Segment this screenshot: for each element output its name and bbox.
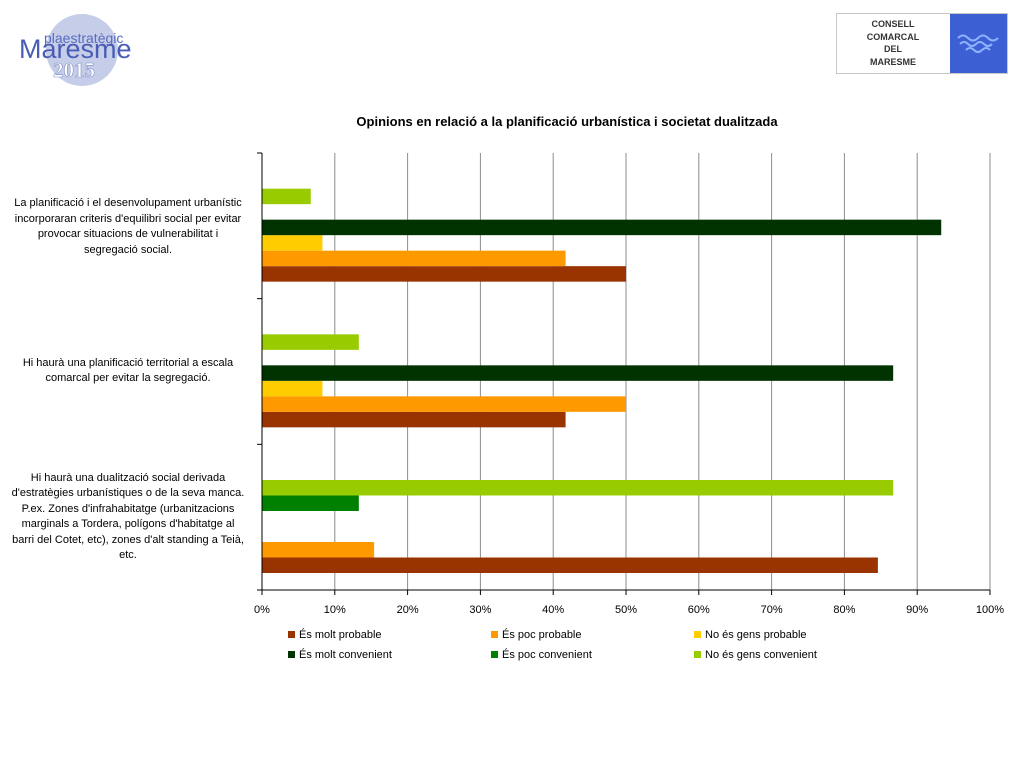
x-tick-label: 40% — [542, 604, 564, 616]
legend-swatch — [288, 631, 295, 638]
category-label: Hi haurà una dualització social derivada… — [2, 471, 254, 564]
bar — [262, 411, 566, 428]
logo-main-text: Maresme — [19, 34, 132, 64]
legend-label: No és gens probable — [705, 629, 807, 641]
bar-chart: 0% 10% 20% 30% 40% 50% 60% 70% 80% 90% 100% — [254, 152, 1004, 616]
x-tick-label: 30% — [469, 604, 491, 616]
bar — [262, 188, 311, 205]
legend-swatch — [491, 631, 498, 638]
category-label-line: segregació social. — [83, 243, 173, 256]
legend-item: És molt convenient — [288, 649, 392, 661]
logo-line-1: CONSELL — [871, 19, 915, 29]
bar — [262, 235, 323, 251]
legend-item: És poc convenient — [491, 649, 592, 661]
logo-top-text: plaestratègic — [44, 30, 123, 46]
category-label-line: comarcal per evitar la segregació. — [45, 372, 211, 384]
plaestrategic-logo: plaestratègic Maresme 2015 — [15, 10, 155, 90]
legend-label: No és gens convenient — [705, 649, 817, 661]
logo-line-2: COMARCAL — [866, 31, 920, 42]
waves-icon — [950, 14, 1007, 73]
logo-line-4: MARESME — [869, 56, 916, 67]
category-label-line: etc. — [119, 549, 137, 561]
x-tick-label: 70% — [761, 604, 783, 616]
category-label-line: provocar situacions de vulnerabilitat i — [37, 228, 219, 240]
bar — [262, 495, 359, 511]
category-label-line: incorporaran criteris d'equilibri social… — [14, 212, 242, 225]
bar — [262, 334, 359, 350]
x-tick-label: 10% — [324, 604, 346, 616]
bar — [262, 542, 375, 558]
x-tick-label: 90% — [906, 604, 928, 616]
x-tick-label: 0% — [254, 604, 270, 616]
category-label-line: barri del Cotet, etc), zones d'alt stand… — [12, 533, 244, 546]
bar — [262, 480, 894, 496]
category-label-line: d'estratègies urbanístiques o de la seva… — [11, 487, 245, 499]
legend: És molt probable És poc probable No és gen… — [288, 629, 888, 669]
legend-label: És poc convenient — [502, 649, 592, 661]
category-label: Hi haurà una planificació territorial a … — [2, 356, 254, 387]
bar — [262, 250, 566, 267]
category-label-line: Hi haurà una planificació territorial a … — [22, 356, 234, 369]
category-label-line: La planificació i el desenvolupament urb… — [14, 197, 242, 209]
x-tick-label: 60% — [688, 604, 710, 616]
logo-year-text: 2015 — [53, 58, 95, 82]
legend-swatch — [491, 651, 498, 658]
x-tick-label: 20% — [397, 604, 419, 616]
category-label-line: Hi haurà una dualització social derivada — [30, 471, 226, 484]
legend-swatch — [694, 651, 701, 658]
legend-label: És poc probable — [502, 629, 582, 641]
legend-label: És molt convenient — [299, 649, 392, 661]
category-label-line: marginals a Tordera, polígons d'habitatg… — [21, 518, 235, 530]
legend-label: És molt probable — [299, 629, 382, 641]
legend-item: És molt probable — [288, 629, 382, 641]
bar — [262, 266, 626, 282]
legend-swatch — [288, 651, 295, 658]
legend-item: No és gens probable — [694, 629, 807, 641]
logo-line-3: DEL — [884, 44, 902, 54]
bar — [262, 396, 626, 412]
legend-item: És poc probable — [491, 629, 582, 641]
legend-swatch — [694, 631, 701, 638]
bar — [262, 557, 878, 573]
x-tick-label: 50% — [615, 604, 637, 616]
bar — [262, 219, 942, 236]
bar — [262, 380, 323, 397]
x-tick-label: 100% — [976, 604, 1004, 616]
legend-item: No és gens convenient — [694, 649, 817, 661]
consell-comarcal-logo: CONSELL COMARCAL DEL MARESME — [836, 13, 1008, 74]
x-tick-label: 80% — [833, 604, 855, 616]
category-label: La planificació i el desenvolupament urb… — [2, 196, 254, 258]
chart-title: Opinions en relació a la planificació ur… — [356, 114, 778, 129]
bar — [262, 365, 894, 381]
category-label-line: P.ex. Zones d'infrahabitatge (urbanitzac… — [21, 502, 235, 515]
